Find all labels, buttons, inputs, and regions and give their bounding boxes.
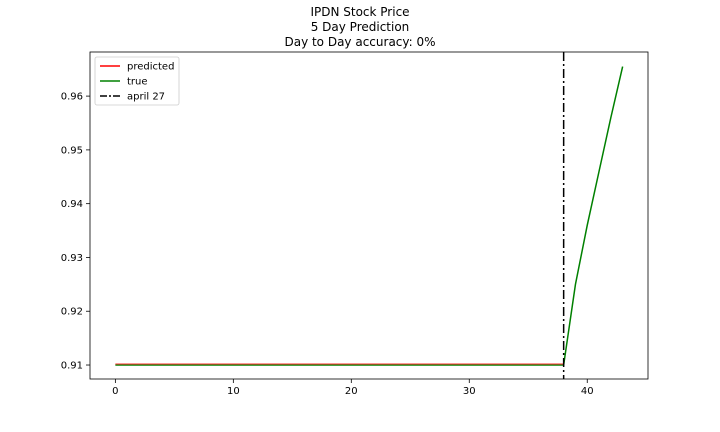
- legend-label-april-27: april 27: [127, 92, 165, 103]
- axes: 0 10 20 30 40 0.91 0.92 0.93 0.94 0.95 0.96: [61, 51, 649, 397]
- y-tick-label: 0.91: [61, 361, 83, 372]
- y-tick-label: 0.95: [61, 145, 83, 156]
- x-tick-label: 0: [112, 386, 118, 397]
- y-tick-label: 0.93: [61, 253, 83, 264]
- x-tick-label: 10: [227, 386, 240, 397]
- chart-title-line-2: 5 Day Prediction: [310, 20, 410, 34]
- legend-label-predicted: predicted: [127, 62, 174, 73]
- x-tick-label: 40: [581, 386, 594, 397]
- axes-frame: [89, 51, 649, 380]
- y-tick-label: 0.96: [61, 92, 83, 103]
- x-tick-label: 20: [345, 386, 358, 397]
- legend-label-true: true: [127, 77, 148, 88]
- chart-title-line-1: IPDN Stock Price: [310, 5, 410, 19]
- legend-box: [94, 56, 180, 106]
- plot-area: [115, 52, 624, 379]
- y-tick-label: 0.94: [61, 199, 83, 210]
- series-line-true: [115, 66, 624, 366]
- x-tick-label: 30: [463, 386, 476, 397]
- chart-title-line-3: Day to Day accuracy: 0%: [284, 35, 436, 49]
- legend: predicted true april 27: [94, 56, 180, 106]
- y-tick-label: 0.92: [61, 307, 83, 318]
